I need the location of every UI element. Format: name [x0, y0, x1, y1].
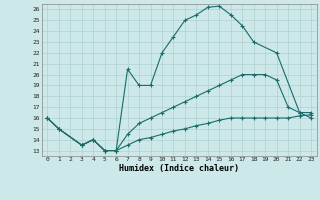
- X-axis label: Humidex (Indice chaleur): Humidex (Indice chaleur): [119, 164, 239, 173]
